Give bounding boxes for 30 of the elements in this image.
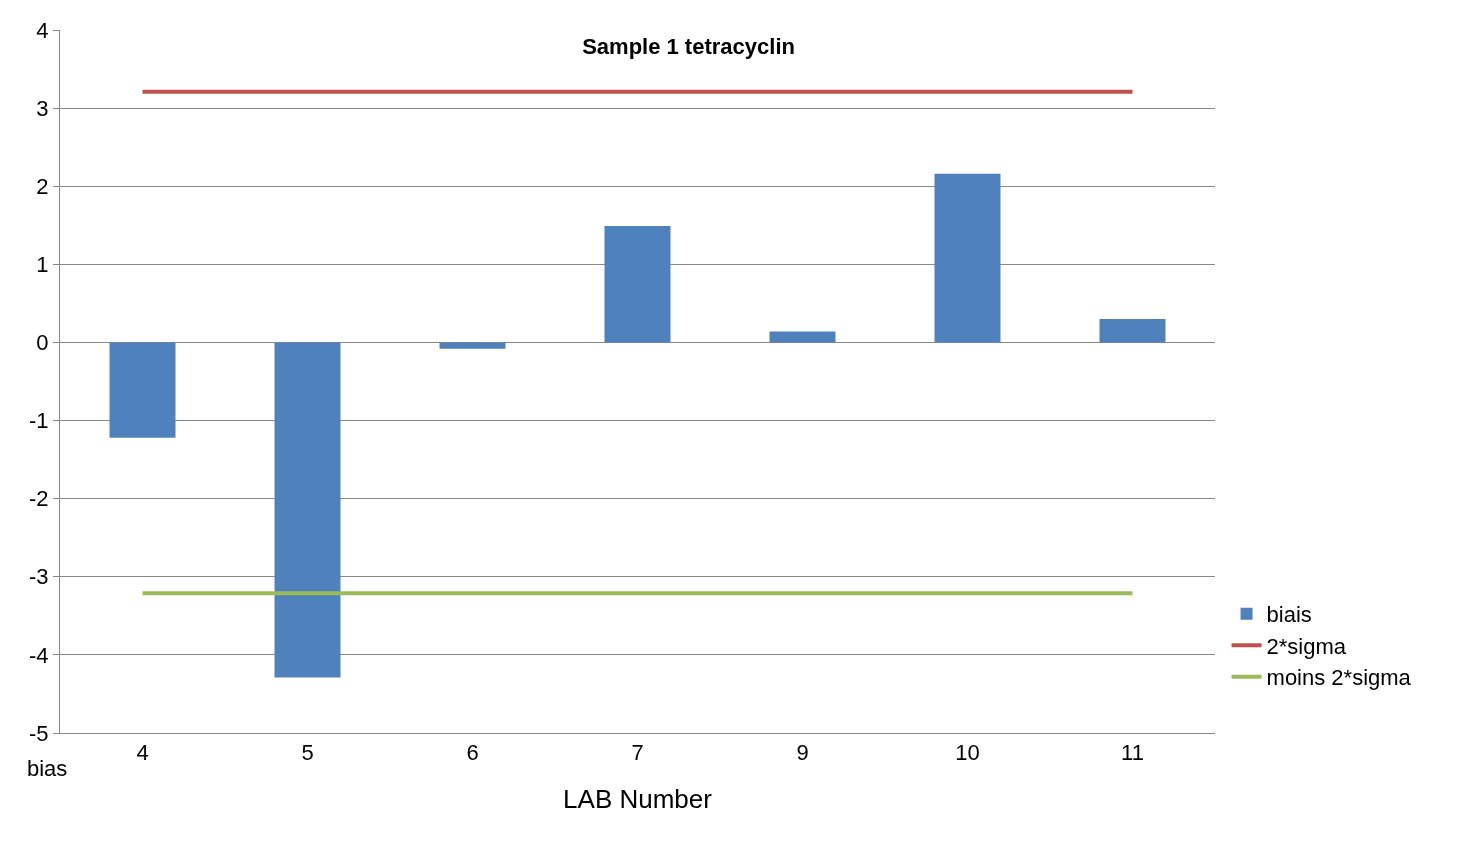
x-tick-label: 4: [136, 740, 149, 766]
y-tick-label: -2: [29, 486, 49, 512]
y-tick-label: -1: [29, 408, 49, 434]
y-tick-label: 0: [36, 330, 49, 356]
x-tick-label: 5: [301, 740, 314, 766]
chart-title: Sample 1 tetracyclin: [582, 34, 795, 60]
bar: [109, 342, 176, 438]
bar: [934, 173, 1001, 343]
x-axis-title: LAB Number: [563, 784, 713, 815]
x-tick-label: 6: [466, 740, 479, 766]
legend-label: 2*sigma: [1266, 633, 1347, 659]
y-tick-label: -4: [29, 642, 49, 668]
x-tick-label: 10: [955, 740, 980, 766]
legend-label: moins 2*sigma: [1266, 665, 1412, 691]
bar: [274, 342, 341, 678]
y-tick-label: -5: [29, 720, 49, 746]
x-tick-label: 7: [631, 740, 644, 766]
bar: [769, 331, 836, 343]
bar: [1099, 319, 1166, 343]
legend-label: biais: [1266, 602, 1312, 628]
x-tick-label: 9: [796, 740, 809, 766]
x-tick-label: 11: [1121, 740, 1144, 766]
y-tick-label: -3: [29, 564, 49, 590]
y-tick-label: 1: [36, 252, 49, 278]
bar: [439, 342, 506, 349]
y-tick-label: 3: [36, 95, 49, 121]
y-axis-title: bias: [27, 756, 68, 781]
y-tick-label: 4: [36, 17, 49, 43]
bar: [604, 226, 671, 343]
y-tick-label: 2: [36, 173, 49, 199]
